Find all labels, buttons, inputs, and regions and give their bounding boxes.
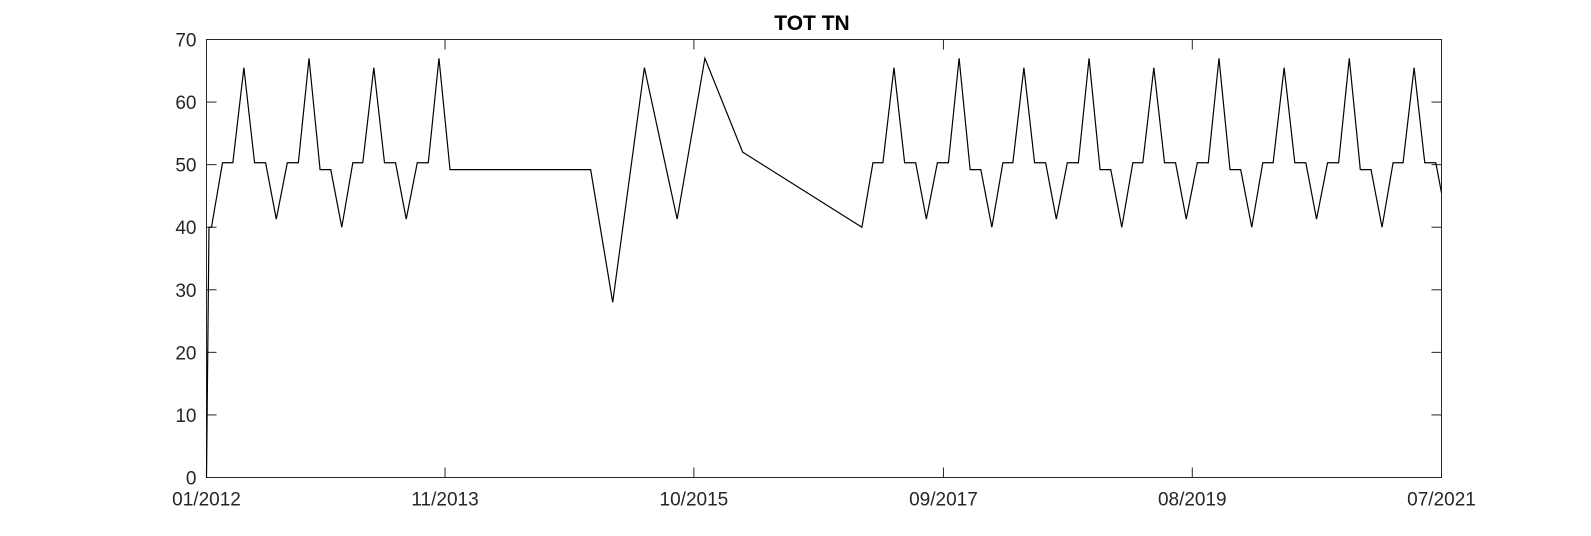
- y-tick-label: 20: [175, 343, 196, 364]
- plot-area: [206, 39, 1442, 478]
- x-tick-label: 09/2017: [909, 490, 978, 511]
- y-tick-label: 40: [175, 218, 196, 239]
- x-tick-label: 11/2013: [411, 490, 478, 511]
- x-tick-label: 07/2021: [1407, 490, 1476, 511]
- x-tick-label: 10/2015: [660, 490, 729, 511]
- y-tick-label: 30: [175, 281, 196, 302]
- x-tick-label: 01/2012: [172, 490, 241, 511]
- y-tick-label: 10: [175, 406, 196, 427]
- y-axis: 0 10 20 30 40 50 60 70: [175, 31, 1442, 490]
- x-axis: 01/2012 11/2013 10/2015 09/2017 08/2019 07/20…: [172, 39, 1476, 511]
- y-tick-label: 60: [175, 93, 196, 114]
- series-line: [205, 56, 1443, 478]
- chart-title: TOT TN: [774, 12, 849, 35]
- y-tick-label: 50: [175, 156, 196, 177]
- y-tick-label: 70: [175, 31, 196, 52]
- y-tick-label: 0: [186, 469, 197, 490]
- x-tick-label: 08/2019: [1158, 490, 1227, 511]
